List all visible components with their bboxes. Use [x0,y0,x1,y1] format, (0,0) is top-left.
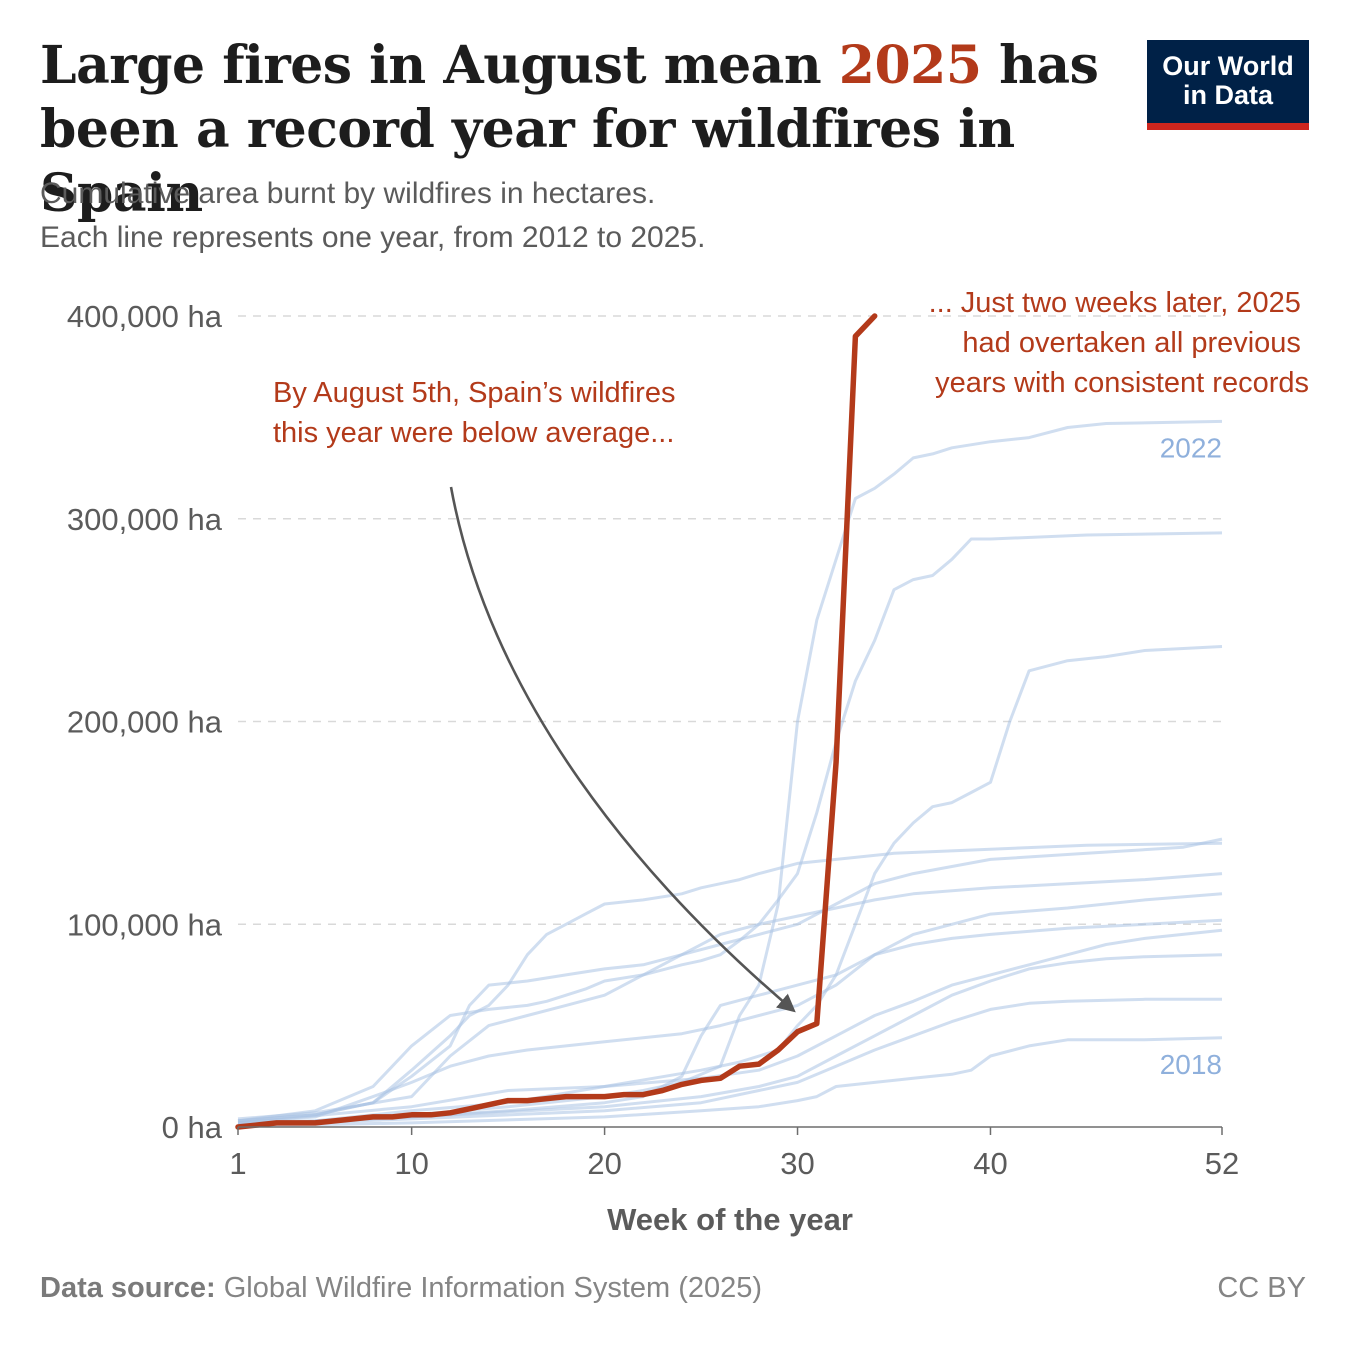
logo-line-1: Our World [1162,51,1294,81]
series-line-2016[interactable] [237,841,1223,1123]
chart-title: Large fires in August mean 2025 has been… [40,34,1130,226]
logo-line-2: in Data [1182,80,1274,110]
y-tick-label: 200,000 ha [67,705,223,740]
x-tick-label: 10 [394,1146,428,1181]
y-tick-label: 400,000 ha [67,299,223,334]
series-line-2012[interactable] [237,531,1223,1121]
title-highlight-year: 2025 [838,35,982,96]
y-tick-label: 0 ha [162,1110,223,1145]
x-tick-label: 20 [587,1146,621,1181]
annotation-left: By August 5th, Spain’s wildfires this ye… [273,377,684,449]
subtitle-line-2: Each line represents one year, from 2012… [40,221,706,254]
series-line-2014[interactable] [237,918,1223,1127]
x-tick-label: 1 [229,1146,246,1181]
annotation-right-line-3: years with consistent records [935,367,1309,399]
x-axis-label: Week of the year [607,1202,853,1237]
series-line-2020[interactable] [237,953,1223,1127]
series-line-2024[interactable] [237,997,1222,1127]
series-line-2015[interactable] [237,872,1223,1123]
series-line-2023[interactable] [237,928,1223,1125]
x-tick-label: 40 [973,1146,1007,1181]
title-part-1: Large fires in August mean [40,35,839,96]
annotation-left-line-1: By August 5th, Spain’s wildfires [273,377,675,409]
annotation-right: ... Just two weeks later, 2025 had overt… [929,287,1309,399]
y-tick-label: 300,000 ha [67,502,223,537]
annotation-left-line-2: this year were below average... [273,417,674,449]
owid-logo[interactable]: Our World in Data [1147,40,1309,130]
series-line-2017[interactable] [237,645,1223,1127]
annotation-right-line-1: ... Just two weeks later, 2025 [929,287,1301,319]
series-line-2019[interactable] [237,837,1223,1123]
series-line-2013[interactable] [237,892,1223,1125]
annotation-right-line-2: had overtaken all previous [962,327,1301,359]
series-label-2018: 2018 [1160,1049,1222,1080]
logo-accent-bar [1147,123,1309,130]
annotation-arrow [449,486,796,1013]
x-tick-label: 30 [780,1146,814,1181]
series-line-2018[interactable] [237,1036,1223,1128]
title-part-2: has been a record year for wildfires in … [40,35,1099,224]
data-source-label: Data source: [40,1272,216,1304]
series-line-2022[interactable] [237,419,1223,1125]
x-tick-label: 52 [1205,1146,1239,1181]
chart-subtitle: Cumulative area burnt by wildfires in he… [40,172,1040,260]
subtitle-line-1: Cumulative area burnt by wildfires in he… [40,177,656,210]
series-label-2022: 2022 [1160,432,1222,463]
y-tick-label: 100,000 ha [67,907,223,942]
license[interactable]: CC BY [1217,1272,1306,1304]
data-source-text: Global Wildfire Information System (2025… [215,1272,763,1304]
series-line-2025[interactable] [235,313,878,1130]
data-source: Data source: Global Wildfire Information… [40,1272,762,1305]
